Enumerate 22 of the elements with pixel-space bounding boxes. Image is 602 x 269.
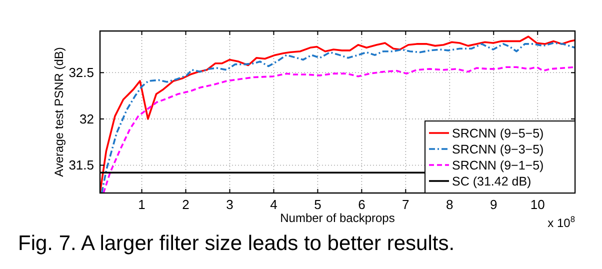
x-tick-label: 8 (446, 197, 454, 212)
y-axis-title: Average test PSNR (dB) (52, 47, 66, 177)
x-tick-label: 3 (226, 197, 234, 212)
x-axis-title: Number of backprops (280, 211, 395, 225)
x-tick-label: 5 (314, 197, 322, 212)
x-tick-label: 9 (490, 197, 498, 212)
y-tick-label: 32 (80, 111, 94, 126)
x-tick-label: 4 (270, 197, 278, 212)
x-tick-label: 10 (530, 197, 545, 212)
x-tick-label: 6 (358, 197, 366, 212)
x-tick-label: 7 (402, 197, 410, 212)
legend-label: SRCNN (9−5−5) (452, 126, 544, 140)
line-series (102, 66, 575, 194)
x-tick-label: 2 (182, 197, 190, 212)
legend-label: SRCNN (9−1−5) (452, 158, 544, 172)
caption: Fig. 7. A larger filter size leads to better results. (18, 232, 455, 255)
legend-label: SRCNN (9−3−5) (452, 142, 544, 156)
y-tick-label: 31.5 (68, 158, 94, 173)
x-tick-label: 1 (138, 197, 146, 212)
text: x 10$^{8}$ (548, 214, 576, 230)
y-tick-label: 32.5 (68, 65, 94, 80)
legend-label: SC (31.42 dB) (452, 174, 532, 188)
